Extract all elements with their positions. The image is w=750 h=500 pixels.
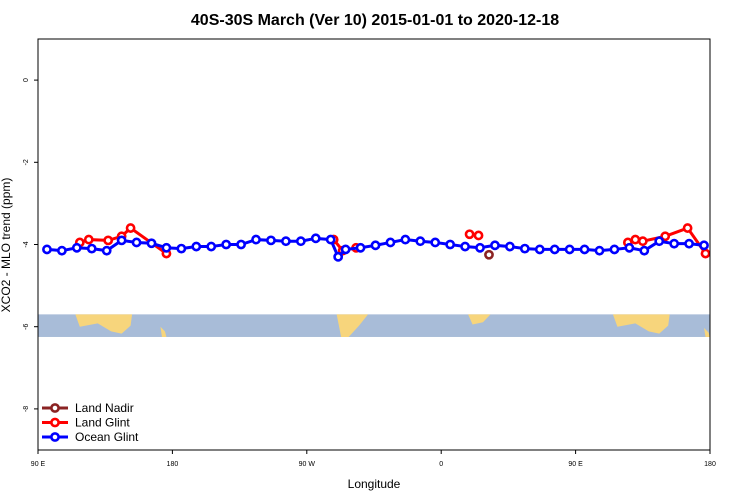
- new-zealand-shape: [704, 327, 710, 337]
- data-point: [101, 245, 112, 256]
- y-axis: 0 -2 -4 -6 -8: [23, 78, 38, 412]
- series-layer: [42, 223, 711, 262]
- y-tick-label: -6: [23, 323, 30, 329]
- data-point: [295, 236, 306, 247]
- data-point: [594, 245, 605, 256]
- y-tick-label: -4: [23, 241, 30, 247]
- data-point: [83, 234, 94, 245]
- data-point: [333, 251, 344, 262]
- data-point: [504, 241, 515, 252]
- data-point: [430, 237, 441, 248]
- south-america-shape: [336, 314, 369, 337]
- data-point: [579, 244, 590, 255]
- data-point: [71, 242, 82, 253]
- data-point: [146, 238, 157, 249]
- data-point: [484, 249, 494, 260]
- x-tick-label: 90 W: [299, 461, 316, 468]
- y-tick-label: -2: [23, 159, 30, 165]
- series-land-nadir: [484, 249, 494, 260]
- data-point: [355, 242, 366, 253]
- y-tick-label: 0: [23, 78, 30, 82]
- data-point: [125, 223, 136, 233]
- new-zealand-shape: [160, 326, 167, 337]
- series-ocean-glint: [42, 233, 709, 262]
- x-tick-label: 0: [439, 461, 443, 468]
- data-point: [684, 238, 694, 249]
- data-point: [103, 235, 114, 246]
- data-point: [654, 236, 665, 247]
- data-point: [131, 237, 142, 248]
- legend-item: Land Glint: [42, 416, 130, 430]
- data-point: [639, 245, 650, 256]
- data-point: [370, 240, 381, 251]
- data-point: [116, 235, 127, 246]
- data-point: [660, 231, 671, 242]
- x-tick-label: 180: [167, 461, 179, 468]
- data-point: [161, 242, 172, 253]
- australia-shape: [75, 314, 133, 334]
- data-point: [86, 243, 97, 254]
- legend-label: Land Glint: [75, 416, 130, 430]
- data-point: [280, 236, 291, 247]
- data-point: [473, 230, 484, 241]
- x-tick-label: 90 E: [31, 461, 46, 468]
- data-point: [669, 238, 680, 249]
- legend-item: Ocean Glint: [42, 430, 139, 444]
- data-point: [637, 236, 648, 247]
- legend-marker: [50, 417, 60, 428]
- legend-label: Land Nadir: [75, 401, 134, 415]
- chart-title: 40S-30S March (Ver 10) 2015-01-01 to 202…: [191, 12, 559, 29]
- data-point: [564, 244, 575, 255]
- data-point: [221, 239, 232, 250]
- data-point: [534, 244, 545, 255]
- data-point: [630, 234, 641, 245]
- data-point: [415, 236, 426, 247]
- data-point: [236, 239, 246, 250]
- data-point: [460, 241, 470, 252]
- data-point: [206, 241, 217, 252]
- legend-marker: [50, 432, 60, 442]
- data-point: [475, 242, 485, 253]
- x-tick-label: 180: [704, 461, 716, 468]
- data-point: [251, 234, 261, 245]
- data-point: [682, 223, 693, 233]
- data-point: [310, 233, 321, 244]
- data-point: [464, 229, 475, 240]
- data-point: [340, 244, 351, 255]
- data-point: [609, 244, 620, 255]
- x-tick-label: 90 E: [568, 461, 583, 468]
- data-point: [400, 234, 411, 245]
- map-strip: [38, 314, 710, 337]
- data-point: [385, 237, 396, 248]
- y-axis-label: XCO2 - MLO trend (ppm): [0, 178, 13, 313]
- data-point: [191, 241, 202, 252]
- legend-marker: [50, 403, 60, 413]
- data-point: [549, 244, 560, 255]
- data-point: [42, 244, 52, 255]
- x-axis-label: Longitude: [348, 477, 401, 491]
- legend-label: Ocean Glint: [75, 430, 139, 444]
- data-point: [176, 243, 187, 254]
- data-point: [266, 235, 276, 246]
- y-tick-label: -8: [23, 406, 30, 412]
- data-point: [325, 234, 336, 245]
- data-point: [624, 242, 635, 253]
- australia-shape: [612, 314, 670, 334]
- africa-shape: [468, 314, 491, 325]
- legend-item: Land Nadir: [42, 401, 134, 415]
- data-point: [700, 248, 711, 259]
- data-point: [699, 240, 709, 251]
- map-ocean: [38, 314, 710, 337]
- data-point: [56, 245, 67, 256]
- data-point: [490, 240, 500, 251]
- data-point: [519, 243, 530, 254]
- data-point: [445, 239, 456, 250]
- x-axis: 90 E 180 90 W 0 90 E 180: [31, 450, 716, 468]
- series-line: [46, 236, 705, 260]
